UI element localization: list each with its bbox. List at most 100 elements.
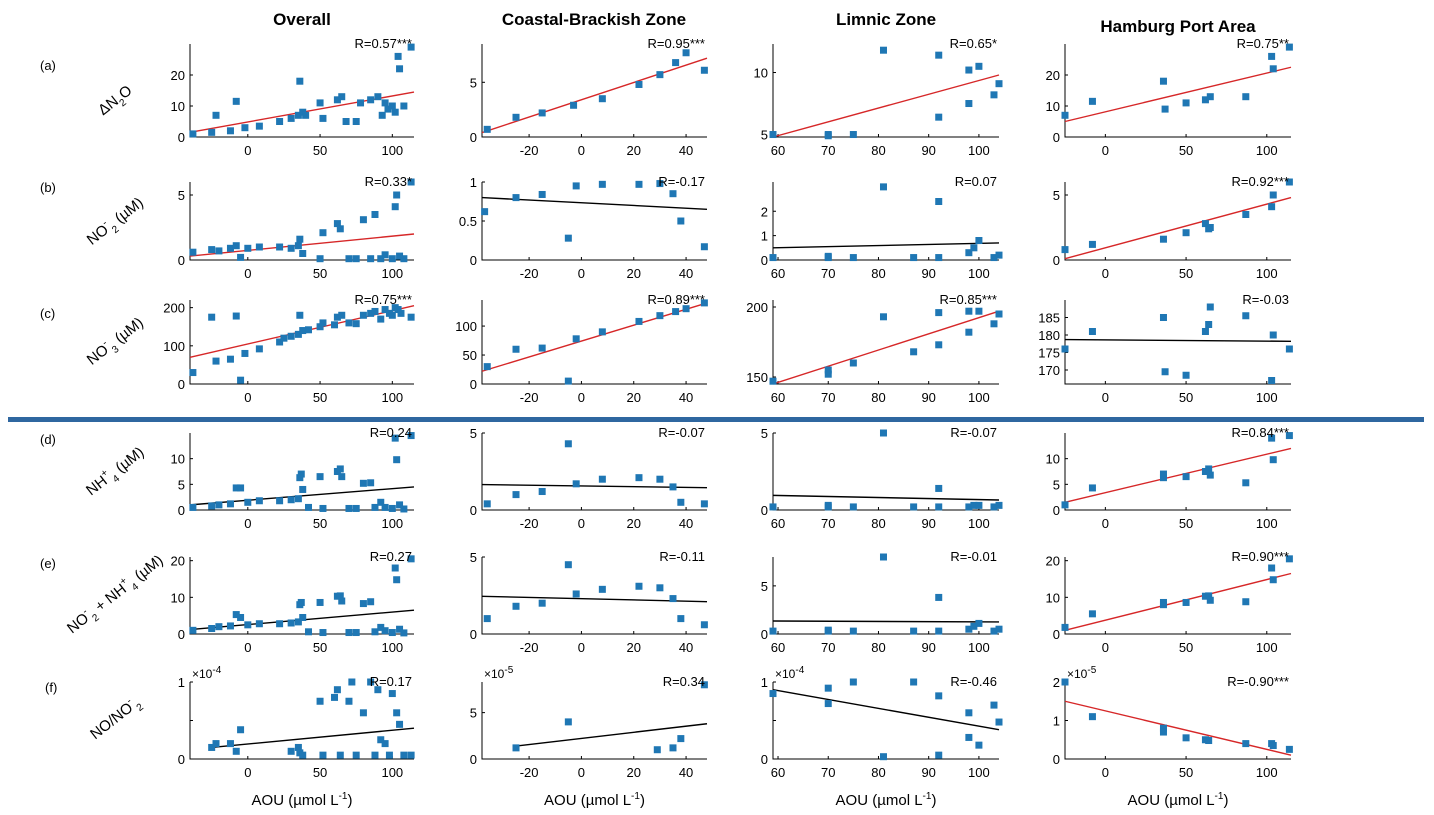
data-point xyxy=(1159,474,1167,482)
data-point xyxy=(352,504,360,512)
data-point xyxy=(331,321,339,329)
data-point xyxy=(564,377,572,385)
data-point xyxy=(1206,93,1214,101)
x-axis-label-2: AOU (µmol L-1) xyxy=(836,791,937,809)
data-point xyxy=(319,114,327,122)
data-point xyxy=(1269,456,1277,464)
x-tick-label: 100 xyxy=(381,143,403,158)
x-tick-label: 100 xyxy=(968,143,990,158)
data-point xyxy=(255,122,263,130)
data-point xyxy=(512,602,520,610)
data-point xyxy=(481,208,489,216)
data-point xyxy=(910,503,918,511)
data-point xyxy=(296,77,304,85)
panel-r4-c1: -20 0 20 40 0 5 R=-0.11 xyxy=(470,549,708,655)
x-tick-label: 50 xyxy=(313,765,327,780)
data-point xyxy=(377,623,385,631)
x-tick-label: 100 xyxy=(381,765,403,780)
r-value-label: R=-0.03 xyxy=(1242,292,1289,307)
data-point xyxy=(407,432,415,440)
data-point xyxy=(879,553,887,561)
data-point xyxy=(635,317,643,325)
x-tick-label: 100 xyxy=(1256,640,1278,655)
data-point xyxy=(299,614,307,621)
data-point xyxy=(538,109,546,117)
data-point xyxy=(910,348,918,356)
data-point xyxy=(538,190,546,198)
panel-r1-c2: 60 70 80 90 100 0 1 2 R=0.07 xyxy=(761,174,1003,281)
panel-r2-c0: 0 50 100 0 100 200 R=0.75*** xyxy=(163,292,415,405)
y-tick-label: 20 xyxy=(171,554,185,569)
regression-line xyxy=(772,74,1000,138)
x-tick-label: 20 xyxy=(627,390,641,405)
data-point xyxy=(371,211,379,218)
data-point xyxy=(483,615,491,623)
data-point xyxy=(276,620,284,628)
data-point xyxy=(975,62,983,70)
data-point xyxy=(1269,331,1277,339)
regression-line xyxy=(1064,338,1292,342)
data-point xyxy=(352,255,360,263)
y-axis-label-row-0: ΔN2O xyxy=(95,82,138,122)
x-tick-label: -20 xyxy=(520,765,539,780)
panel-r5-c1: -20 0 20 40 0 5 ×10-5 R=0.34 xyxy=(470,665,708,780)
regression-line xyxy=(1064,196,1292,260)
y-tick-label: 0 xyxy=(470,752,477,767)
data-point xyxy=(1159,470,1167,478)
x-tick-label: 100 xyxy=(1256,390,1278,405)
y-tick-label: 0 xyxy=(1053,253,1060,268)
data-point xyxy=(381,99,389,107)
data-point xyxy=(656,71,664,79)
panel-letter-5: (f) xyxy=(45,680,57,695)
x-tick-label: 50 xyxy=(313,266,327,281)
data-point xyxy=(367,255,375,263)
data-point xyxy=(400,102,408,110)
data-point xyxy=(294,743,302,751)
data-point xyxy=(965,249,973,257)
y-axis-label-row-3: NH+4 (µM) xyxy=(82,442,150,502)
data-point xyxy=(287,332,295,340)
y-tick-label: 150 xyxy=(746,370,768,385)
data-point xyxy=(302,111,310,119)
panel-r3-c0: 0 50 100 0 5 10 R=0.24 xyxy=(171,425,415,531)
x-tick-label: 70 xyxy=(821,640,835,655)
r-value-label: R=0.17 xyxy=(370,674,412,689)
panel-r4-c3: 0 50 100 0 10 20 R=0.90*** xyxy=(1046,549,1293,655)
data-point xyxy=(232,747,240,755)
data-point xyxy=(677,735,685,743)
r-value-label: R=0.57*** xyxy=(355,36,412,51)
data-point xyxy=(367,598,375,606)
r-value-label: R=0.75** xyxy=(1237,36,1289,51)
data-point xyxy=(849,359,857,367)
data-point xyxy=(824,700,832,708)
data-point xyxy=(769,131,777,139)
data-point xyxy=(377,736,385,744)
data-point xyxy=(226,355,234,363)
data-point xyxy=(564,234,572,242)
data-point xyxy=(1088,610,1096,618)
y-tick-label: 20 xyxy=(1046,68,1060,83)
data-point xyxy=(276,118,284,125)
axes xyxy=(481,44,707,138)
y-tick-label: 5 xyxy=(470,706,477,721)
panel-r4-c2: 60 70 80 90 100 0 5 R=-0.01 xyxy=(761,549,1003,655)
data-point xyxy=(381,627,389,635)
data-point xyxy=(296,235,304,243)
x-tick-label: 40 xyxy=(679,266,693,281)
data-point xyxy=(570,101,578,109)
data-point xyxy=(879,753,887,761)
data-point xyxy=(305,326,313,334)
data-point xyxy=(677,217,685,225)
data-point xyxy=(1268,434,1276,442)
data-point xyxy=(333,686,341,694)
regression-line xyxy=(772,242,1000,249)
data-point xyxy=(769,690,777,698)
data-point xyxy=(1206,471,1214,479)
panel-r1-c3: 0 50 100 0 5 R=0.92*** xyxy=(1053,174,1293,281)
data-point xyxy=(965,307,973,315)
data-point xyxy=(1182,598,1190,606)
regression-line xyxy=(481,302,708,372)
axes xyxy=(772,433,999,511)
y-tick-label: 5 xyxy=(761,579,768,594)
y-tick-label: 5 xyxy=(761,128,768,143)
